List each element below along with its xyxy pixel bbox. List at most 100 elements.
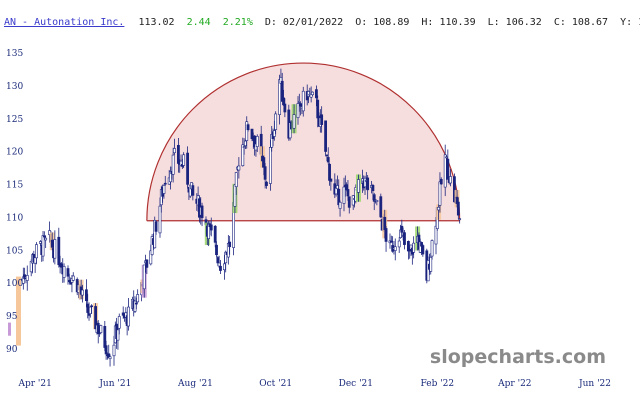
candle-body <box>50 239 54 248</box>
candle-body <box>345 184 349 191</box>
candle-body <box>265 181 268 186</box>
candle-body <box>85 289 88 302</box>
candle-body <box>117 316 121 329</box>
candle-body <box>449 176 452 184</box>
candle-body <box>366 177 370 191</box>
candle-body <box>458 218 462 220</box>
y-axis: 90 95 100 105 110 115 120 125 130 135 <box>6 49 23 355</box>
candle-body <box>241 144 245 166</box>
candle-body <box>145 259 149 268</box>
candle-body <box>112 344 116 357</box>
y-tick-label: 110 <box>6 213 23 223</box>
candle-body <box>25 275 29 281</box>
candle-body <box>171 154 175 175</box>
rounded-top-pattern <box>146 62 461 222</box>
candle-body <box>217 262 221 267</box>
candle-body <box>443 154 447 188</box>
x-tick-label: Apr '21 <box>17 379 51 389</box>
arc-fill <box>146 63 460 221</box>
candle-body <box>133 300 137 312</box>
candle-body <box>154 221 158 232</box>
candle-body <box>177 144 180 164</box>
x-tick-label: Dec '21 <box>339 379 373 389</box>
candle-body <box>357 179 360 193</box>
x-tick-label: Aug '21 <box>177 379 213 389</box>
candle-body <box>320 114 324 125</box>
candle-body <box>403 232 406 245</box>
y-tick-label: 125 <box>6 115 23 125</box>
candle-body <box>41 235 45 257</box>
y-tick-label: 120 <box>6 148 23 158</box>
candle-body <box>412 242 416 253</box>
candle-body <box>173 148 176 154</box>
candle-body <box>430 240 434 257</box>
candle-body <box>301 90 305 112</box>
candle-body <box>127 306 130 327</box>
candle-body <box>338 201 342 209</box>
open-readout: O: 108.89 <box>355 17 409 28</box>
x-tick-label: Jun '22 <box>578 379 611 389</box>
candle-body <box>162 185 166 194</box>
candle-body <box>372 194 376 202</box>
candle-body <box>351 195 355 206</box>
candle-body <box>342 186 346 204</box>
candle-body <box>57 236 61 266</box>
candle-body <box>108 356 112 360</box>
candle-body <box>456 201 460 216</box>
candle-body <box>325 154 329 157</box>
y-tick-label: 115 <box>6 181 23 191</box>
candle-body <box>33 257 37 264</box>
candle-body <box>426 260 430 282</box>
low-readout: L: 106.32 <box>488 17 542 28</box>
candle-body <box>326 157 330 163</box>
last-price: 113.02 <box>138 17 174 28</box>
candle-body <box>439 179 443 185</box>
candle-body <box>233 184 237 207</box>
candle-body <box>346 189 350 197</box>
candle-body <box>389 240 393 243</box>
candle-body <box>209 224 213 231</box>
candle-body <box>397 240 401 248</box>
candle-body <box>234 172 238 187</box>
candle-body <box>445 156 448 159</box>
candle-body <box>246 124 250 131</box>
highlight-bar <box>8 322 11 336</box>
highlight-bar <box>16 276 21 346</box>
x-axis: Apr '21 Jun '21 Aug '21 Oct '21 Dec '21 Feb '… <box>17 379 611 389</box>
candle-body <box>278 79 282 115</box>
y-tick-label: 130 <box>6 82 23 92</box>
high-readout: H: 110.39 <box>421 17 475 28</box>
candle-body <box>262 157 266 168</box>
candle-body <box>186 152 190 185</box>
candle-body <box>347 196 351 208</box>
candle-body <box>134 302 138 305</box>
candle-body <box>96 322 100 335</box>
candle-body <box>268 147 272 184</box>
candle-body <box>316 99 320 119</box>
candle-body <box>371 184 375 192</box>
candle-body <box>88 306 92 315</box>
y-tick-label: 90 <box>6 345 18 355</box>
date-readout: D: 02/01/2022 <box>265 17 343 28</box>
candle-body <box>104 345 108 355</box>
candle-body <box>136 294 140 303</box>
candle-body <box>272 130 276 137</box>
candle-body <box>299 103 303 107</box>
candle-body <box>191 185 195 196</box>
candle-body <box>223 263 226 271</box>
x-tick-label: Oct '21 <box>259 379 292 389</box>
candle-body <box>311 91 314 96</box>
candle-body <box>116 329 120 341</box>
candle-body <box>393 246 397 251</box>
candle-body <box>42 235 46 238</box>
y-tick-label: 135 <box>6 49 23 59</box>
candle-body <box>314 89 318 99</box>
candle-body <box>103 326 107 348</box>
candle-body <box>263 166 267 180</box>
candle-body <box>44 237 48 241</box>
symbol-link[interactable]: AN - Autonation Inc. <box>4 17 124 28</box>
candle-body <box>53 239 57 259</box>
candle-body <box>329 178 333 182</box>
candle-body <box>66 268 70 277</box>
